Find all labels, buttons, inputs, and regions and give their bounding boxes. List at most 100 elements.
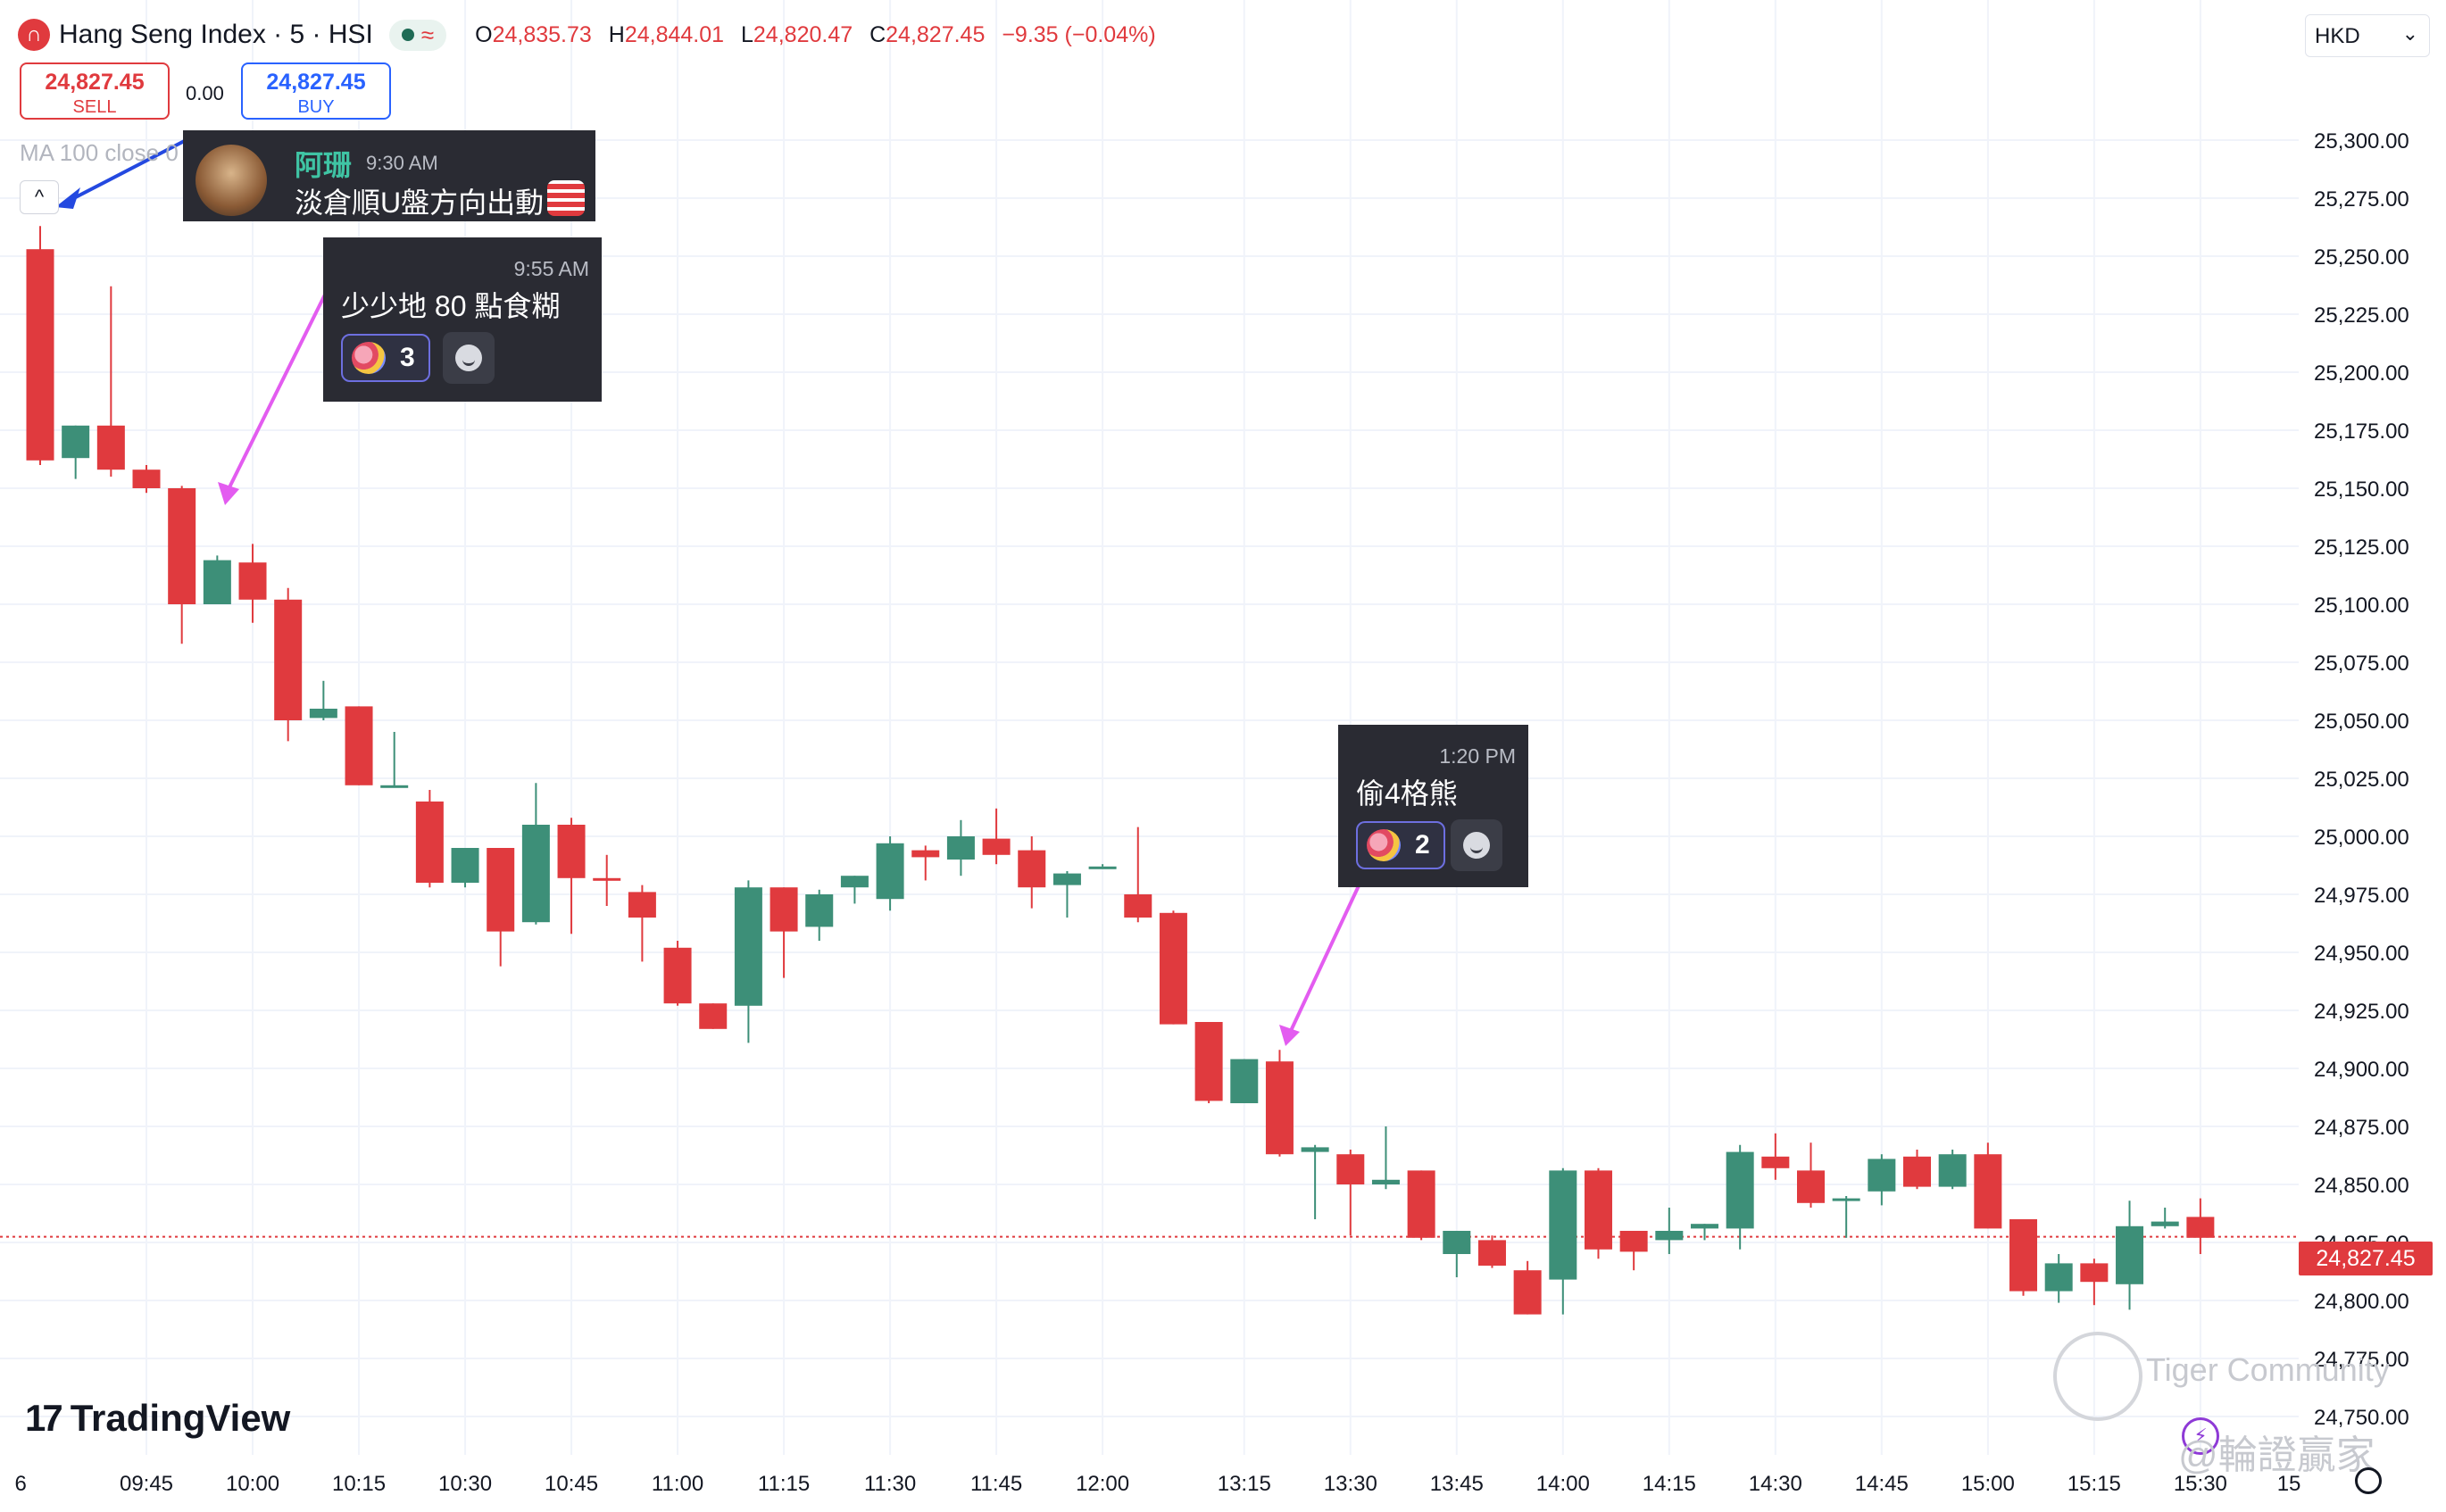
buy-button[interactable]: 24,827.45 BUY (241, 62, 391, 120)
add-reaction-button[interactable] (1451, 819, 1502, 871)
arrow-pink-2 (1288, 879, 1363, 1034)
hsi-logo-icon: ∩ (18, 19, 50, 51)
x-tick-label: 10:30 (438, 1472, 492, 1496)
candle-body (168, 488, 196, 604)
hearts-emoji-icon (352, 342, 386, 374)
currency-select[interactable]: HKD ⌄ (2305, 14, 2430, 57)
market-status-badge[interactable]: ≈ (388, 19, 447, 51)
comment-time: 1:20 PM (1439, 744, 1516, 768)
high-label: H (608, 21, 625, 47)
close-label: C (869, 21, 886, 47)
candle-up (2151, 1208, 2179, 1229)
x-tick-label: 15:00 (1961, 1472, 2015, 1496)
x-tick-label: 10:45 (545, 1472, 598, 1496)
delayed-data-icon: ≈ (420, 21, 435, 48)
avatar[interactable] (196, 145, 267, 216)
candle-body (1265, 1061, 1294, 1155)
candle-body (238, 562, 267, 600)
candle-body (1088, 866, 1117, 869)
candle-down (1018, 836, 1046, 909)
collapse-indicators-button[interactable]: ^ (20, 180, 59, 214)
y-tick-label: 24,750.00 (2314, 1406, 2409, 1430)
candle-body (380, 785, 409, 788)
y-tick-label: 25,150.00 (2314, 478, 2409, 502)
tradingview-logo[interactable]: 17 TradingView (25, 1397, 290, 1440)
candle-body (487, 848, 515, 932)
candle-body (770, 887, 798, 932)
symbol-title[interactable]: Hang Seng Index · 5 · HSI (59, 20, 373, 49)
reaction-button[interactable]: 2 (1356, 821, 1445, 869)
candle-down (132, 465, 161, 494)
candle-body (1832, 1198, 1860, 1201)
ma-indicator-label[interactable]: MA 100 close 0 (20, 139, 179, 166)
candle-body (1371, 1179, 1400, 1184)
arrow-blue-head (55, 187, 80, 209)
watermark-line-2: @輪證贏家 (2178, 1433, 2375, 1477)
candle-up (1549, 1167, 1577, 1315)
add-reaction-button[interactable] (443, 332, 495, 384)
candle-down (487, 848, 515, 967)
candle-down (982, 808, 1011, 865)
candle-body (1513, 1270, 1542, 1315)
comment-bubble-3: 1:20 PM 偷4格熊 2 (1338, 725, 1528, 887)
candle-down (628, 885, 656, 962)
x-tick-label: 11:15 (758, 1472, 810, 1496)
candle-body (1052, 873, 1081, 885)
candle-body (1124, 894, 1152, 918)
open-value: 24,835.73 (492, 21, 592, 47)
candle-body (1690, 1224, 1718, 1229)
candle-body (1194, 1022, 1223, 1101)
candle-down (1407, 1170, 1435, 1241)
sell-button[interactable]: 24,827.45 SELL (20, 62, 170, 120)
candle-body (1903, 1156, 1932, 1187)
candle-body (26, 249, 54, 461)
candle-up (1690, 1224, 1718, 1241)
candle-up (380, 732, 409, 788)
sell-label: SELL (72, 97, 117, 117)
candle-body (2116, 1225, 2144, 1284)
y-tick-label: 24,875.00 (2314, 1116, 2409, 1140)
candle-up (946, 819, 975, 876)
candle-body (345, 706, 373, 785)
candle-body (628, 892, 656, 918)
candle-down (770, 887, 798, 978)
watermark-line-1: Tiger Community (2146, 1351, 2390, 1388)
x-tick-label: 09:45 (120, 1472, 173, 1496)
candle-body (2186, 1217, 2215, 1238)
candle-body (203, 560, 231, 604)
candle-down (593, 854, 621, 906)
x-tick-label: 13:15 (1218, 1472, 1271, 1496)
candle-up (1938, 1150, 1967, 1190)
y-tick-label: 24,950.00 (2314, 942, 2409, 966)
candle-down (238, 544, 267, 623)
candle-body (1549, 1170, 1577, 1280)
settings-icon[interactable] (2355, 1467, 2382, 1494)
candle-up (1868, 1154, 1896, 1206)
candle-up (1655, 1208, 1684, 1254)
smiley-icon (1463, 832, 1490, 859)
y-tick-label: 25,250.00 (2314, 245, 2409, 270)
x-tick-label: 14:15 (1643, 1472, 1696, 1496)
candle-body (415, 802, 444, 883)
y-tick-label: 25,225.00 (2314, 303, 2409, 328)
chevron-down-icon: ⌄ (2401, 22, 2418, 45)
candle-up (1371, 1126, 1400, 1190)
x-tick-label: 14:30 (1749, 1472, 1802, 1496)
candle-up (62, 425, 90, 479)
comment-author: 阿珊 (295, 149, 353, 181)
candle-body (593, 877, 621, 881)
x-tick-label: 11:30 (864, 1472, 916, 1496)
candle-up (1230, 1059, 1259, 1103)
candle-body (2151, 1221, 2179, 1226)
y-tick-label: 25,025.00 (2314, 768, 2409, 792)
candle-body (1230, 1059, 1259, 1103)
candle-up (1052, 871, 1081, 918)
comment-text: 少少地 80 點食糊 (341, 290, 561, 322)
reaction-button[interactable]: 3 (341, 334, 430, 382)
x-tick-label: 15:30 (2174, 1472, 2227, 1496)
candle-body (521, 825, 550, 923)
candle-up (840, 876, 869, 904)
candle-down (415, 790, 444, 888)
x-tick-label: 12:00 (1076, 1472, 1129, 1496)
